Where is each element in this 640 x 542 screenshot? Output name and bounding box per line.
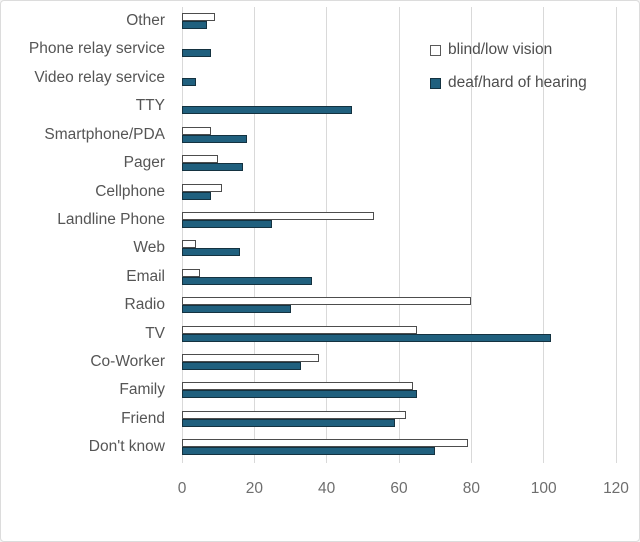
category-label: Radio xyxy=(124,296,166,314)
bar-blind-low-vision xyxy=(182,410,407,419)
bar-blind-low-vision xyxy=(182,268,201,277)
bar-blind-low-vision xyxy=(182,183,222,192)
legend: blind/low vision deaf/hard of hearing xyxy=(430,41,587,92)
category-label: TV xyxy=(145,324,165,342)
category-label: Other xyxy=(126,12,165,29)
x-tick-label: 20 xyxy=(245,480,263,497)
bar-deaf-hard-of-hearing xyxy=(182,276,313,285)
bar-blind-low-vision xyxy=(182,211,374,220)
category-label: Phone relay service xyxy=(28,40,165,58)
legend-swatch-blind-icon xyxy=(430,44,441,56)
legend-item-deaf-hard-of-hearing: deaf/hard of hearing xyxy=(430,74,587,92)
category-label: Video relay service xyxy=(34,68,165,86)
bar-deaf-hard-of-hearing xyxy=(182,248,240,257)
bar-deaf-hard-of-hearing xyxy=(182,77,197,86)
x-tick-label: 120 xyxy=(603,480,629,497)
category-label: Web xyxy=(133,239,165,257)
category-label: Landline Phone xyxy=(57,210,165,228)
grid-line xyxy=(470,7,472,463)
category-label: TTY xyxy=(135,97,165,115)
bar-blind-low-vision xyxy=(182,13,215,21)
grid-line xyxy=(615,7,617,463)
grid-line xyxy=(398,7,400,463)
bar-deaf-hard-of-hearing xyxy=(182,418,396,427)
bar-deaf-hard-of-hearing xyxy=(182,106,352,115)
bar-blind-low-vision xyxy=(182,439,468,448)
legend-label-deaf: deaf/hard of hearing xyxy=(448,74,587,91)
bar-blind-low-vision xyxy=(182,354,320,363)
grid-line xyxy=(543,7,545,463)
bar-deaf-hard-of-hearing xyxy=(182,390,418,399)
bar-blind-low-vision xyxy=(182,240,197,249)
bar-deaf-hard-of-hearing xyxy=(182,447,436,456)
grid-line xyxy=(181,7,183,463)
x-tick-label: 0 xyxy=(177,480,187,497)
legend-label-blind: blind/low vision xyxy=(448,41,553,58)
x-tick-label: 100 xyxy=(530,480,557,497)
bar-deaf-hard-of-hearing xyxy=(182,134,248,143)
legend-item-blind-low-vision: blind/low vision xyxy=(430,41,587,59)
bar-deaf-hard-of-hearing xyxy=(182,305,291,314)
category-label: Don't know xyxy=(88,438,165,456)
category-label: Cellphone xyxy=(95,182,165,200)
bar-deaf-hard-of-hearing xyxy=(182,49,211,58)
bar-blind-low-vision xyxy=(182,297,472,306)
grid-line xyxy=(253,7,255,463)
bar-deaf-hard-of-hearing xyxy=(182,191,211,200)
x-tick-label: 60 xyxy=(390,480,408,497)
category-label: Friend xyxy=(121,409,165,427)
bar-deaf-hard-of-hearing xyxy=(182,21,208,29)
bar-deaf-hard-of-hearing xyxy=(182,163,244,172)
bar-blind-low-vision xyxy=(182,155,219,164)
category-label: Email xyxy=(126,267,165,285)
bar-deaf-hard-of-hearing xyxy=(182,333,551,342)
x-tick-label: 40 xyxy=(318,480,336,497)
bar-blind-low-vision xyxy=(182,126,211,135)
category-label: Family xyxy=(119,381,165,399)
bar-blind-low-vision xyxy=(182,325,418,334)
x-tick-label: 80 xyxy=(462,480,480,497)
category-label: Pager xyxy=(123,154,165,172)
bar-deaf-hard-of-hearing xyxy=(182,219,273,228)
bar-blind-low-vision xyxy=(182,382,414,391)
category-label: Smartphone/PDA xyxy=(44,125,165,143)
grid-line xyxy=(326,7,328,463)
category-label: Co-Worker xyxy=(90,353,165,371)
legend-swatch-deaf-icon xyxy=(430,77,441,89)
bar-deaf-hard-of-hearing xyxy=(182,362,302,371)
